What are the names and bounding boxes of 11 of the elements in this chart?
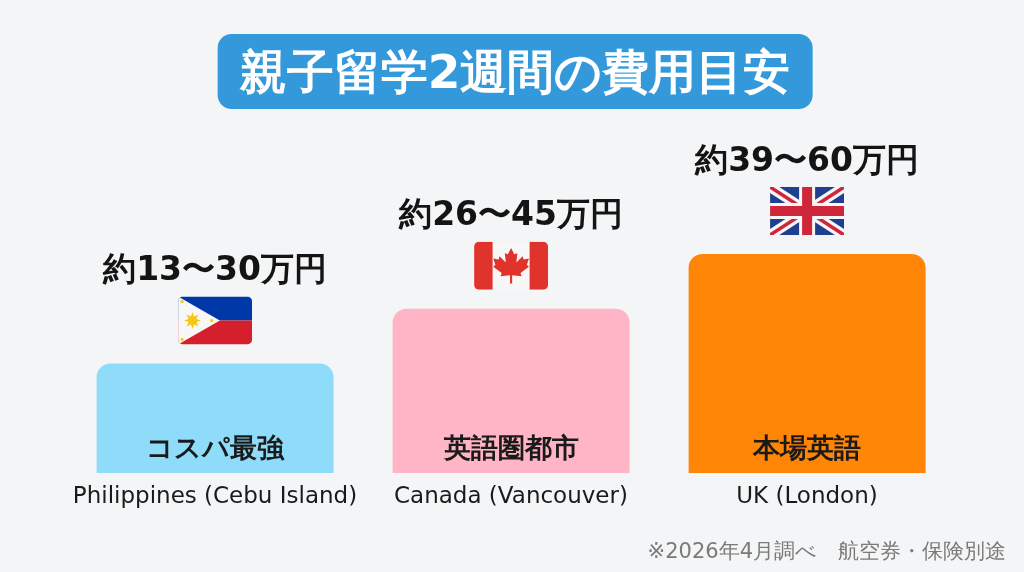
data-label: 約39〜60万円 (694, 139, 920, 179)
annotation: 本場英語 (752, 431, 862, 463)
x-tick-label: Philippines (Cebu Island) (72, 482, 358, 508)
text: ※2026年4月調べ 航空券・保険別途 (647, 538, 1006, 565)
chart-title: 親子留学2週間の費用目安 (217, 34, 813, 109)
x-tick-label: Canada (Vancouver) (394, 482, 628, 508)
annotation: コスパ最強 (146, 431, 286, 463)
annotation: 英語圏都市 (442, 431, 579, 463)
x-tick-label: UK (London) (736, 482, 878, 508)
data-label: 約13〜30万円 (102, 249, 328, 288)
data-label: 約26〜45万円 (398, 194, 624, 234)
